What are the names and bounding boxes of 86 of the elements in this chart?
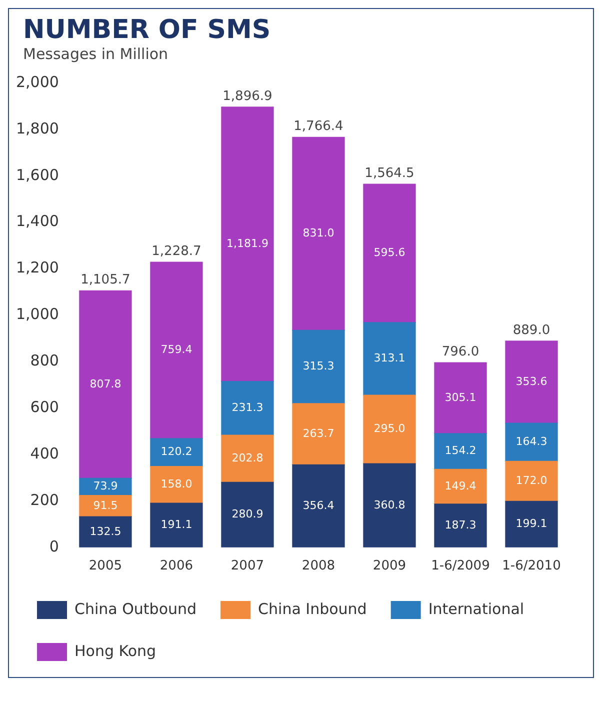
data-label: 831.0: [302, 226, 334, 240]
bar: [150, 502, 203, 548]
total-label: 1,766.4: [294, 119, 344, 134]
bar: [505, 340, 558, 424]
y-tick-label: 200: [30, 490, 59, 509]
x-tick-label: 1-6/2009: [431, 558, 490, 574]
bar: [79, 290, 132, 479]
bar: [292, 330, 345, 404]
y-tick-label: 1,600: [16, 166, 59, 184]
data-label: 199.1: [516, 517, 548, 530]
data-label: 759.4: [160, 343, 192, 356]
data-label: 807.8: [90, 377, 122, 390]
y-tick-label: 800: [30, 352, 59, 370]
total-label: 1,896.9: [222, 88, 272, 104]
data-label: 315.3: [302, 360, 334, 373]
legend-label: China Outbound: [74, 600, 197, 618]
total-label: 1,564.5: [364, 166, 414, 181]
total-label: 1,105.7: [80, 272, 130, 288]
bar: [363, 394, 416, 464]
bar: [434, 468, 487, 504]
y-tick-label: 400: [30, 444, 59, 462]
data-label: 191.1: [160, 518, 192, 532]
x-tick-label: 1-6/2010: [502, 558, 561, 574]
bar: [434, 362, 487, 434]
chart-title: NUMBER OF SMS: [23, 15, 272, 45]
x-tick-label: 2005: [88, 558, 122, 574]
y-tick-label: 1,000: [16, 305, 59, 324]
data-label: 305.1: [444, 390, 476, 404]
y-tick-label: 2,000: [16, 72, 59, 91]
bar: [505, 460, 558, 502]
bar: [292, 136, 345, 331]
x-tick-label: 2007: [230, 558, 264, 574]
bar: [292, 403, 345, 465]
data-label: 595.6: [374, 246, 406, 260]
bar: [79, 516, 132, 548]
y-tick-label: 1,400: [16, 212, 59, 230]
bar: [363, 322, 416, 396]
bar: [79, 495, 132, 517]
bar: [363, 463, 416, 548]
total-label: 1,228.7: [152, 244, 202, 259]
bar: [434, 433, 487, 470]
x-tick-label: 2006: [160, 558, 193, 574]
data-label: 360.8: [374, 498, 406, 512]
bar: [221, 482, 274, 548]
bar: [505, 422, 558, 462]
bar: [292, 464, 345, 548]
bar: [150, 438, 203, 467]
bar: [150, 466, 203, 504]
data-label: 91.5: [93, 498, 118, 512]
data-label: 353.6: [516, 374, 548, 388]
legend-label: International: [428, 600, 524, 618]
y-tick-label: 600: [30, 398, 59, 416]
legend-label: China Inbound: [258, 600, 367, 618]
y-tick-label: 0: [49, 537, 59, 556]
data-label: 263.7: [302, 426, 334, 440]
data-label: 73.9: [93, 480, 118, 493]
data-label: 1,181.9: [226, 237, 268, 250]
data-label: 295.0: [374, 422, 406, 436]
total-label: 796.0: [442, 344, 480, 360]
data-label: 149.4: [444, 479, 476, 492]
bar: [434, 504, 487, 548]
x-tick-label: 2008: [302, 558, 336, 574]
data-label: 356.4: [302, 498, 334, 512]
total-label: 889.0: [512, 322, 550, 338]
y-tick-label: 1,800: [16, 119, 59, 138]
data-label: 231.3: [232, 401, 264, 414]
data-label: 187.3: [444, 518, 476, 532]
data-label: 172.0: [516, 474, 548, 488]
bar: [221, 434, 274, 483]
bar: [363, 184, 416, 323]
bar: [221, 106, 274, 382]
data-label: 132.5: [90, 524, 122, 538]
data-label: 280.9: [232, 508, 264, 521]
data-label: 164.3: [516, 435, 548, 448]
y-tick-label: 1,200: [16, 258, 59, 277]
chart-subtitle: Messages in Million: [23, 45, 170, 63]
bar: [150, 262, 203, 439]
data-label: 154.2: [444, 444, 476, 458]
bar: [505, 500, 558, 548]
data-label: 158.0: [160, 478, 192, 491]
bar: [221, 381, 274, 436]
legend-label: Hong Kong: [74, 642, 156, 660]
data-label: 120.2: [160, 445, 192, 458]
data-label: 313.1: [374, 352, 406, 365]
x-tick-label: 2009: [372, 558, 406, 574]
data-label: 202.8: [232, 451, 264, 464]
